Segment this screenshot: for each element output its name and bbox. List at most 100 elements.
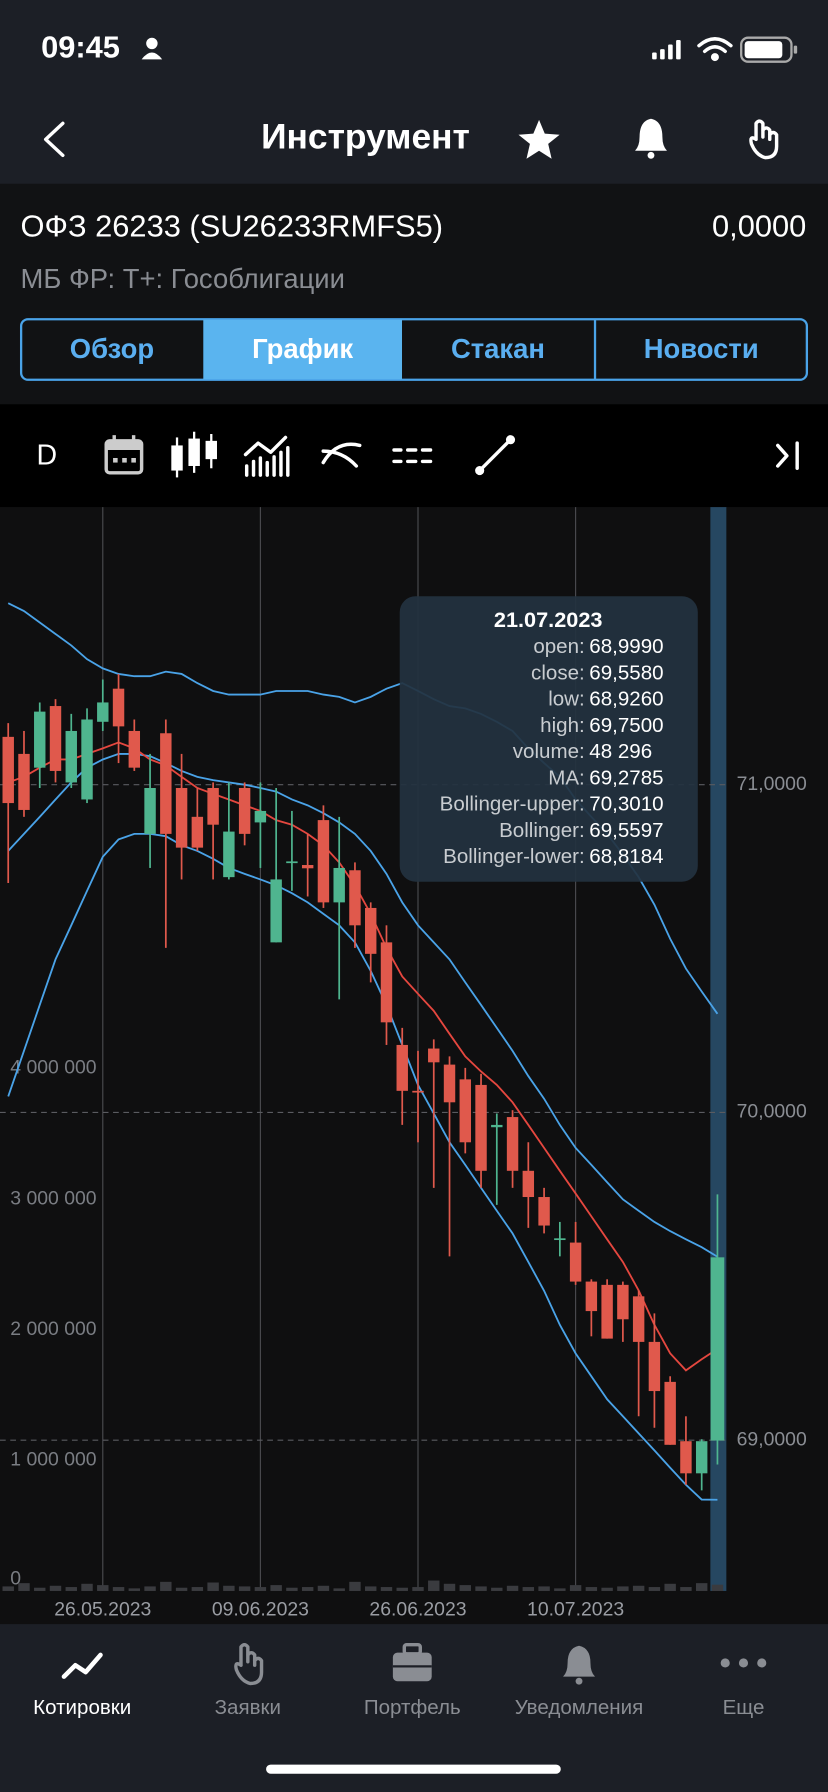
- calendar-button[interactable]: [104, 435, 144, 475]
- candle-body: [97, 702, 109, 722]
- x-tick-label: 09.06.2023: [212, 1599, 309, 1621]
- candle-body: [506, 1117, 519, 1171]
- scroll-end-button[interactable]: [776, 441, 799, 470]
- period-button[interactable]: D: [37, 439, 58, 471]
- volume-bar: [207, 1582, 219, 1591]
- volume-bar: [365, 1586, 377, 1591]
- tooltip-label: Bollinger:: [499, 819, 585, 842]
- candle-body: [710, 1257, 725, 1441]
- candle-body: [49, 706, 62, 771]
- candle-body: [238, 787, 251, 834]
- levels-button[interactable]: [392, 448, 433, 464]
- y-tick-label: 71,0000: [737, 773, 807, 795]
- volume-bar: [34, 1587, 46, 1591]
- volume-bar: [459, 1585, 471, 1591]
- bollinger-middle-line: [7, 752, 718, 1258]
- candle-body: [333, 867, 345, 903]
- candle-body: [18, 753, 30, 810]
- tooltip-value: 68,9260: [589, 688, 663, 711]
- volume-bar: [2, 1586, 14, 1591]
- tooltip-label: Bollinger-lower:: [443, 845, 585, 868]
- candle-body: [223, 831, 235, 878]
- candle-body: [34, 711, 46, 768]
- volume-bar: [144, 1586, 156, 1591]
- back-button[interactable]: [43, 121, 65, 158]
- nav-orders[interactable]: Заявки: [215, 1642, 281, 1719]
- volume-bar: [632, 1585, 645, 1591]
- volume-bar: [396, 1587, 408, 1591]
- candle-body: [128, 730, 141, 768]
- tab[interactable]: Обзор: [70, 333, 154, 364]
- nav-portfolio[interactable]: Портфель: [364, 1642, 461, 1719]
- candle-body: [459, 1079, 471, 1143]
- volume-bar: [475, 1586, 487, 1591]
- tooltip-value: 69,5597: [589, 819, 663, 842]
- nav-more[interactable]: Еще: [720, 1658, 767, 1719]
- candle-body: [412, 1090, 424, 1093]
- tooltip-value: 48 296: [589, 740, 652, 763]
- alert-button[interactable]: [634, 118, 667, 159]
- volume-bar: [506, 1585, 519, 1591]
- volume-bar: [286, 1587, 298, 1591]
- candle-body: [317, 820, 330, 903]
- y2-tick-label: 2 000 000: [10, 1318, 97, 1340]
- candle-body: [585, 1281, 598, 1312]
- volume-bar: [81, 1583, 93, 1591]
- candle-body: [396, 1044, 408, 1091]
- volume-bar: [317, 1585, 330, 1591]
- volume-bar: [554, 1588, 566, 1591]
- signal-icon: [652, 39, 681, 60]
- candle-body: [191, 816, 204, 848]
- candle-body: [175, 787, 188, 848]
- candle-body: [160, 733, 172, 834]
- nav-quotes[interactable]: Котировки: [33, 1652, 131, 1719]
- candle-body: [664, 1381, 676, 1445]
- home-indicator: [266, 1764, 561, 1774]
- tab-active[interactable]: График: [252, 333, 353, 364]
- volume-bar: [522, 1587, 535, 1591]
- nav-label: Заявки: [215, 1696, 281, 1719]
- tooltip-label: open:: [533, 635, 584, 658]
- volume-bar: [695, 1583, 708, 1591]
- order-button[interactable]: [749, 119, 779, 160]
- candle-body: [680, 1441, 692, 1474]
- tooltip-label: Bollinger-upper:: [440, 793, 585, 816]
- volume-bar: [664, 1583, 676, 1591]
- candle-body: [695, 1441, 708, 1474]
- top-bar-bg: [0, 0, 828, 184]
- tab[interactable]: Стакан: [451, 333, 545, 364]
- candle-body: [569, 1242, 582, 1282]
- candle-body: [365, 907, 377, 954]
- volume-bar: [412, 1587, 424, 1591]
- volume-bar: [333, 1588, 345, 1591]
- favorite-button[interactable]: [518, 119, 560, 159]
- chart-type-button[interactable]: [171, 431, 217, 478]
- candle-body: [601, 1284, 613, 1339]
- volume-bar: [538, 1586, 550, 1591]
- x-tick-label: 26.06.2023: [369, 1599, 466, 1621]
- oscillators-button[interactable]: [321, 442, 362, 468]
- volume-bar: [585, 1587, 598, 1591]
- candle-body: [254, 810, 267, 823]
- nav-notifications[interactable]: Уведомления: [515, 1645, 643, 1719]
- candle-body: [207, 787, 219, 825]
- tooltip-value: 68,9990: [589, 635, 663, 658]
- tab-active-bg: [203, 319, 403, 380]
- wifi-icon: [697, 37, 733, 62]
- x-tick-label: 26.05.2023: [54, 1599, 151, 1621]
- candle-body: [538, 1197, 550, 1226]
- trendline-button[interactable]: [475, 435, 516, 476]
- volume-bar: [301, 1587, 314, 1591]
- volume-bar: [680, 1587, 692, 1591]
- indicators-button[interactable]: [243, 435, 290, 477]
- tooltip-label: close:: [531, 661, 585, 684]
- y2-tick-label: 3 000 000: [10, 1187, 97, 1209]
- nav-label: Уведомления: [515, 1696, 643, 1719]
- person-icon: [141, 37, 163, 60]
- candle-body: [428, 1048, 440, 1063]
- candle-body: [112, 688, 125, 727]
- volume-bar: [491, 1587, 503, 1591]
- tab[interactable]: Новости: [644, 333, 759, 364]
